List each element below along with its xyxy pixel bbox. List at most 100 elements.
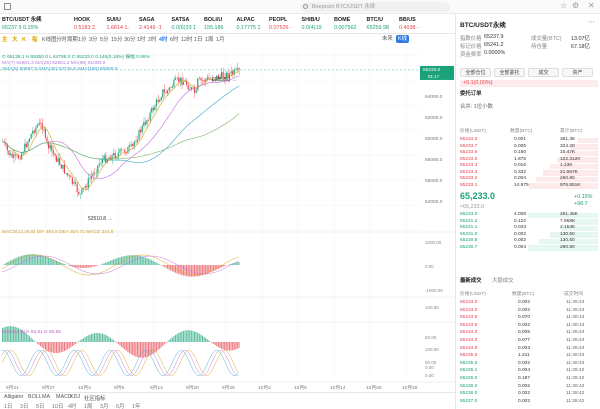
hist-bar — [132, 342, 134, 356]
stat-label: 持仓量 — [531, 44, 548, 50]
ticker-item[interactable]: HOOK 0.5183 2. — [74, 16, 96, 32]
indicator-tab[interactable]: 社区指标 — [84, 396, 106, 402]
hist-bar — [151, 342, 153, 355]
ticker-item[interactable]: SUI/U 1.6614 1. — [107, 16, 129, 32]
macd-bar — [43, 255, 45, 265]
close-icon[interactable]: ✕ — [588, 1, 595, 10]
toolbar-toggle[interactable]: 未来 — [382, 36, 393, 42]
trade-tab[interactable]: 大额成交 — [492, 278, 514, 284]
ticker-item[interactable]: PEOPL 0.07526 - — [269, 16, 292, 32]
bid-row[interactable]: 65231.1 0.033 2.153K — [460, 225, 598, 232]
panel-action-button[interactable]: 资产 — [562, 68, 593, 77]
ticker-item[interactable]: BB/US 0.4038 - — [399, 16, 419, 32]
hist-bar — [178, 332, 180, 342]
range-tab[interactable]: 1年 — [132, 404, 141, 409]
bid-row[interactable]: 65231.2 0.122 7.958K — [460, 219, 598, 226]
hist-bar — [222, 342, 224, 350]
range-tab[interactable]: 5日 — [36, 404, 45, 409]
indicator-tab[interactable]: KDJ — [70, 394, 81, 400]
more-icon[interactable]: ⋯ — [588, 19, 595, 26]
range-tab[interactable]: 6月 — [116, 404, 125, 409]
indicator-tab[interactable]: MACD — [56, 394, 72, 400]
ask-row[interactable]: 65234.0 0.001 361.38 — [460, 137, 598, 144]
range-tab[interactable]: 1周 — [84, 404, 93, 409]
toolbar-toggle[interactable]: K线 — [396, 35, 409, 43]
range-tab[interactable]: 3日 — [20, 404, 29, 409]
ask-row[interactable]: 65233.1 14.975 976.851K — [460, 183, 598, 190]
timeframe-tab[interactable]: 1周 — [205, 37, 214, 43]
bid-row[interactable]: 65231.0 0.002 130.50 — [460, 232, 598, 239]
hist-bar — [195, 332, 197, 342]
ticker-item[interactable]: BOME 0.007562 — [334, 16, 356, 32]
macd-bar — [149, 259, 151, 265]
bid-row[interactable]: 65233.0 4.008 261.45K — [460, 212, 598, 219]
ticker-item[interactable]: SHIB/U 0.0(4)19 — [302, 16, 322, 32]
ticker-item[interactable]: BTC/U 65259.98 — [367, 16, 389, 32]
dif-line — [1, 254, 239, 276]
candle-body — [63, 164, 65, 174]
timeframe-tab[interactable]: 1时 — [137, 37, 146, 43]
range-tab[interactable]: 4时 — [68, 404, 77, 409]
ticker-item[interactable]: ALPAC 0.17775 1 — [237, 16, 261, 32]
ticker-item[interactable]: SATSA 0.0(6)33 1 — [172, 16, 197, 32]
indicator-tab[interactable]: MA — [42, 394, 51, 400]
home-icon[interactable] — [4, 3, 11, 10]
panel-action-button[interactable]: 全部委托 — [494, 68, 525, 77]
hist-bar — [168, 340, 170, 342]
main-chart[interactable]: 66000.064000.062000.060000.058000.056000… — [0, 47, 455, 392]
star-icon[interactable]: ☆ — [560, 1, 568, 10]
indicator-tab[interactable]: BOLL — [28, 394, 42, 400]
range-tab[interactable]: 3月 — [100, 404, 109, 409]
timeframe-tab[interactable]: 1日 — [194, 37, 203, 43]
orderbook-merge[interactable]: 合并: 1位小数 — [460, 104, 493, 110]
timeframe-tab[interactable]: 6时 — [170, 37, 179, 43]
bid-row[interactable]: 65230.8 0.002 130.50 — [460, 238, 598, 245]
timeframe-tab[interactable]: 1分 — [78, 37, 87, 43]
timeframe-tab[interactable]: 30分 — [124, 37, 136, 43]
settings-icon[interactable]: ⚙ — [572, 1, 580, 10]
hist-bar — [62, 342, 64, 352]
ask-row[interactable]: 65233.2 0.004 260.90 — [460, 176, 598, 183]
range-tab[interactable]: 10日 — [52, 404, 64, 409]
trade-tab[interactable]: 最新成交 — [460, 278, 482, 284]
timeframe-tab[interactable]: 5分 — [100, 37, 109, 43]
bid-row[interactable]: 65230.7 0.004 260.90 — [460, 245, 598, 252]
chart-tool[interactable]: 大 — [12, 37, 18, 43]
timeframe-tab[interactable]: 周期 — [67, 37, 78, 43]
search-input[interactable]: Beepcoin BTC/USDT 永续 — [300, 2, 450, 12]
chart-tool[interactable]: K — [22, 37, 26, 43]
macd-bar — [198, 265, 200, 276]
hist-bar — [201, 335, 204, 342]
high-label: 65858.0 → — [212, 77, 236, 83]
hist-bar — [30, 337, 32, 342]
timeframe-tab[interactable]: 3分 — [89, 37, 98, 43]
candle-body — [235, 69, 237, 70]
ticker-item[interactable]: BOLI/U 155.186 — [204, 16, 224, 32]
timeframe-tab[interactable]: 分时 — [56, 37, 67, 43]
ask-row[interactable]: 65233.4 0.016 1.23K — [460, 163, 598, 170]
timeframe-tab[interactable]: 4时 — [159, 37, 168, 43]
hist-bar — [54, 342, 56, 354]
candle-body — [90, 175, 92, 179]
range-tab[interactable]: 1日 — [4, 404, 13, 409]
timeframe-tab[interactable]: 2时 — [148, 37, 157, 43]
macd-bar — [94, 265, 96, 267]
indicator-tab[interactable]: Alligator — [4, 394, 24, 400]
candle-body — [78, 191, 80, 195]
panel-action-button[interactable]: 全部仓位 — [460, 68, 491, 77]
chart-tool[interactable]: 主 — [2, 37, 8, 43]
timeframe-tab[interactable]: 1月 — [216, 37, 225, 43]
timeframe-tab[interactable]: 12时 — [181, 37, 193, 43]
ask-row[interactable]: 65233.7 0.005 324.20 — [460, 144, 598, 151]
macd-bar — [130, 255, 132, 265]
chart-type-label[interactable]: K线图 — [42, 37, 57, 43]
chart-tool[interactable]: 指 — [32, 37, 38, 43]
ask-row[interactable]: 65233.6 0.160 10.47K — [460, 150, 598, 157]
ticker-item[interactable]: BTC/USDT 永续 65237.9 0.15% — [2, 16, 42, 32]
ask-row[interactable]: 65233.3 0.332 21.657K — [460, 170, 598, 177]
ask-row[interactable]: 65233.5 1.875 122.312K — [460, 157, 598, 164]
ticker-item[interactable]: SAGA 2.4149 -1 — [139, 16, 162, 32]
timeframe-tab[interactable]: 15分 — [111, 37, 123, 43]
trade-row: 65235.1 0.004 11:38:42 — [460, 368, 585, 374]
panel-action-button[interactable]: 成交 — [528, 68, 559, 77]
